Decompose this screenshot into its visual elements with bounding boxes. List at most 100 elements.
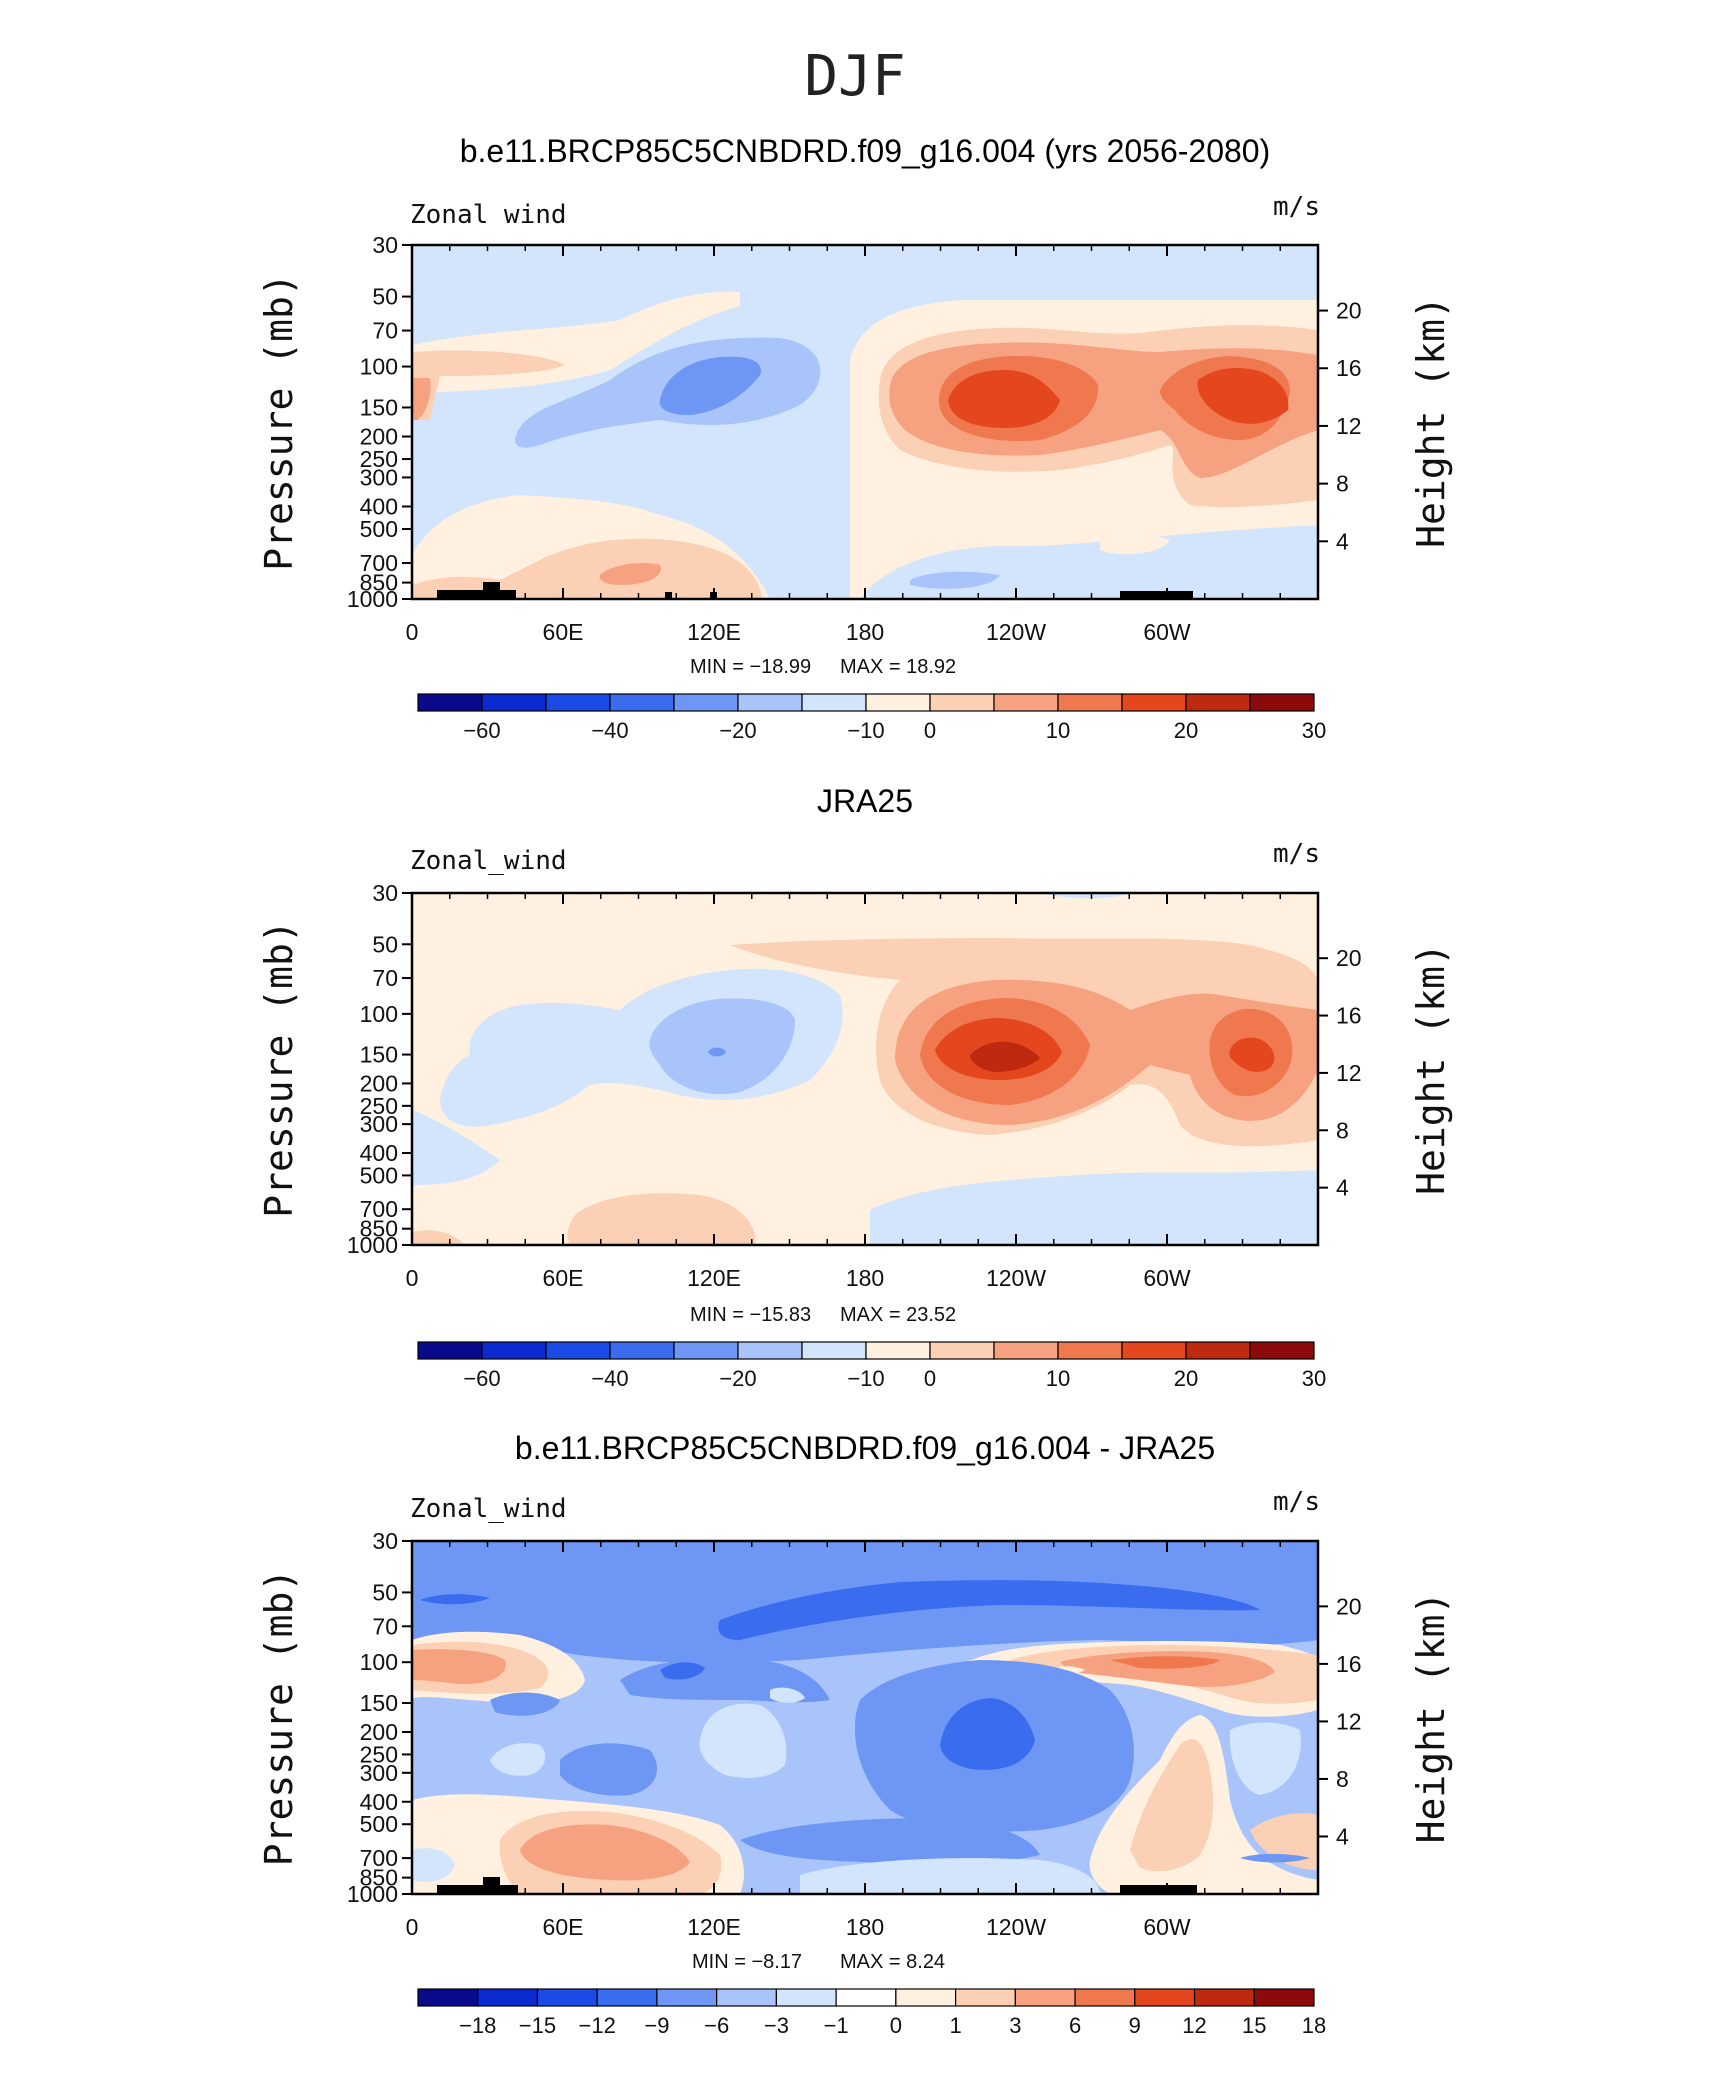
panel-3-colorbar-label: 18 bbox=[1302, 2013, 1326, 2038]
panel-2-sw-blue bbox=[412, 1110, 500, 1185]
panel-1-colorbar-label: −60 bbox=[463, 718, 500, 743]
panel-2-y-axis-title: Pressure (mb) bbox=[257, 920, 301, 1217]
panel-1-colorbar-swatch bbox=[1057, 693, 1123, 712]
panel-3-y-tick-label: 100 bbox=[360, 1649, 398, 1675]
panel-3-colorbar-label: 15 bbox=[1242, 2013, 1266, 2038]
panel-3-colorbar-swatch bbox=[477, 1988, 539, 2007]
panel-1-y-tick-label: 30 bbox=[372, 232, 398, 258]
panel-2-lower-positive-b bbox=[412, 1230, 465, 1245]
panel-3-colorbar-swatch bbox=[1134, 1988, 1196, 2007]
panel-2-y-tick-label: 300 bbox=[360, 1111, 398, 1137]
panel-1-y-tick-label: 100 bbox=[360, 354, 398, 380]
panel-3-contour-field bbox=[412, 1541, 1318, 1894]
panel-2-y-tick-label: 30 bbox=[372, 880, 398, 906]
panel-2-colorbar-swatch bbox=[801, 1341, 867, 1360]
panel-3-variable-label: Zonal_wind bbox=[410, 1494, 567, 1524]
panel-3-negative-min bbox=[940, 1698, 1035, 1770]
panel-1-y-tick-label: 700 bbox=[360, 550, 398, 576]
panel-3-colorbar-swatch bbox=[835, 1988, 897, 2007]
panel-2-colorbar-label: −60 bbox=[463, 1366, 500, 1391]
panel-3-light-patch-2 bbox=[490, 1743, 546, 1776]
panel-3-units-label: m/s bbox=[1273, 1487, 1320, 1517]
panel-3-colorbar-swatch bbox=[596, 1988, 658, 2007]
panel-3-upper-strip bbox=[718, 1580, 1260, 1640]
panel-2-colorbar-label: −40 bbox=[591, 1366, 628, 1391]
panel-3-colorbar-swatch bbox=[536, 1988, 598, 2007]
panel-1-y-tick-label: 500 bbox=[360, 516, 398, 542]
panel-3-blue-patch-2 bbox=[490, 1692, 560, 1716]
panel-3-west-positive-c3 bbox=[412, 1649, 506, 1685]
panel-3-colorbar-swatch bbox=[1014, 1988, 1076, 2007]
panel-2-y-tick-label: 50 bbox=[372, 931, 398, 957]
panel-3-colorbar-swatch bbox=[417, 1988, 479, 2007]
panel-1-y-tick-label: 850 bbox=[360, 570, 398, 596]
panel-1-colorbar-swatch bbox=[801, 693, 867, 712]
panel-1-min-label: MIN = −18.99 bbox=[690, 656, 811, 678]
panel-1-colorbar-label: −40 bbox=[591, 718, 628, 743]
panel-1-title: b.e11.BRCP85C5CNBDRD.f09_g16.004 (yrs 20… bbox=[460, 133, 1271, 169]
panel-3-colorbar-label: 9 bbox=[1129, 2013, 1141, 2038]
panel-2-colorbar-swatch bbox=[737, 1341, 803, 1360]
panel-1-y-tick-label: 50 bbox=[372, 284, 398, 310]
panel-1-x-tick-label: 0 bbox=[406, 619, 419, 645]
panel-2-y2-tick-label: 16 bbox=[1336, 1003, 1362, 1029]
panel-1-x-tick-label: 120E bbox=[687, 619, 741, 645]
panel-3-colorbar-label: −18 bbox=[459, 2013, 496, 2038]
panel-1-variable-label: Zonal wind bbox=[410, 200, 567, 230]
panel-1-colorbar-label: 30 bbox=[1302, 718, 1326, 743]
panel-3-title: b.e11.BRCP85C5CNBDRD.f09_g16.004 - JRA25 bbox=[515, 1430, 1215, 1466]
panel-1-small-positive-patch bbox=[1100, 533, 1170, 555]
panel-3-y-tick-label: 850 bbox=[360, 1865, 398, 1891]
panel-2-y-tick-label: 70 bbox=[372, 965, 398, 991]
panel-3-colorbar-swatch bbox=[716, 1988, 778, 2007]
panel-1-y2-tick-label: 16 bbox=[1336, 355, 1362, 381]
panel-2-x-tick-label: 120W bbox=[986, 1265, 1046, 1291]
panel-3-colorbar-label: −3 bbox=[764, 2013, 789, 2038]
panel-3-y2-axis-title: Height (km) bbox=[1409, 1592, 1453, 1844]
panel-3-colorbar-swatch bbox=[895, 1988, 957, 2007]
panel-2-variable-label: Zonal_wind bbox=[410, 846, 567, 876]
panel-1-y2-axis-title: Height (km) bbox=[1409, 296, 1453, 548]
panel-3-y-tick-label: 50 bbox=[372, 1579, 398, 1605]
panel-2: JRA25 Zonal_wind m/s 0 60E 120E 180 120W 60W bbox=[257, 783, 1453, 1391]
panel-2-colorbar-swatch bbox=[609, 1341, 675, 1360]
panel-3-y2-tick-label: 20 bbox=[1336, 1593, 1362, 1619]
panel-2-x-tick-label: 60W bbox=[1143, 1265, 1191, 1291]
panel-2-colorbar-label: −20 bbox=[719, 1366, 756, 1391]
panel-2-colorbar-swatch bbox=[545, 1341, 611, 1360]
panel-3-x-tick-label: 180 bbox=[846, 1914, 884, 1940]
panel-2-negative-core bbox=[708, 1047, 726, 1057]
panel-3-y-tick-label: 300 bbox=[360, 1760, 398, 1786]
panel-3-y2-tick-label: 4 bbox=[1336, 1823, 1349, 1849]
panel-1-max-label: MAX = 18.92 bbox=[840, 656, 956, 678]
panel-1-y-axis-title: Pressure (mb) bbox=[257, 273, 301, 570]
panel-1-x-tick-label: 60E bbox=[543, 619, 584, 645]
panel-2-y2-axis-title: Height (km) bbox=[1409, 943, 1453, 1195]
panel-3-y-tick-label: 30 bbox=[372, 1528, 398, 1554]
panel-1-y-tick-label: 400 bbox=[360, 493, 398, 519]
panel-3-colorbar-label: −1 bbox=[824, 2013, 849, 2038]
panel-2-colorbar-swatch bbox=[481, 1341, 547, 1360]
panel-1-colorbar-label: 0 bbox=[924, 718, 936, 743]
panel-3-y-tick-label: 1000 bbox=[347, 1881, 398, 1907]
panel-1-small-negative-patch bbox=[910, 571, 1000, 589]
panel-3-light-patch-1 bbox=[699, 1703, 787, 1778]
panel-2-colorbar-swatch bbox=[1249, 1341, 1315, 1360]
panel-3-colorbar-swatch bbox=[954, 1988, 1016, 2007]
panel-3-min-label: MIN = −8.17 bbox=[692, 1951, 802, 1973]
panel-1-y-tick-label: 150 bbox=[360, 394, 398, 420]
panel-2-max-label: MAX = 23.52 bbox=[840, 1304, 956, 1326]
panel-2-x-tick-label: 120E bbox=[687, 1265, 741, 1291]
panel-3: b.e11.BRCP85C5CNBDRD.f09_g16.004 - JRA25… bbox=[257, 1430, 1453, 2038]
panel-1-colorbar-label: 10 bbox=[1046, 718, 1070, 743]
panel-2-x-tick-label: 0 bbox=[406, 1265, 419, 1291]
panel-2-y2-tick-label: 8 bbox=[1336, 1117, 1349, 1143]
panel-3-colorbar-swatch bbox=[1193, 1988, 1255, 2007]
panel-2-y-tick-label: 200 bbox=[360, 1070, 398, 1096]
panel-2-negative-region-inner bbox=[649, 998, 795, 1095]
panel-1-y2-tick-label: 8 bbox=[1336, 471, 1349, 497]
panel-1-y-tick-label: 300 bbox=[360, 464, 398, 490]
panel-3-x-tick-label: 120W bbox=[986, 1914, 1046, 1940]
panel-3-east-positive-c4 bbox=[1110, 1656, 1220, 1669]
panel-1-x-tick-label: 60W bbox=[1143, 619, 1191, 645]
